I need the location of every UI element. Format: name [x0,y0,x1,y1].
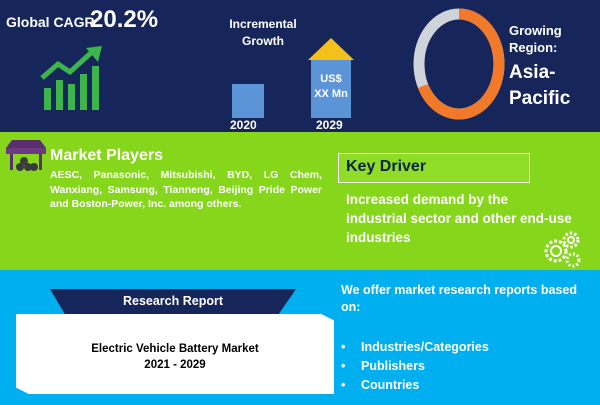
year-2029-label: 2029 [316,118,343,132]
market-players-title: Market Players [50,147,163,164]
research-report-banner [50,289,296,314]
region-value-line1: Asia- [509,62,556,83]
offer-list: • Industries/Categories • Publishers • Coun… [341,338,489,395]
key-driver-title: Key Driver [346,158,427,175]
cagr-label: Global CAGR [6,14,95,30]
report-title-card [16,314,334,394]
growth-value-currency: US$ [320,73,342,85]
key-driver-header-box [338,153,530,183]
market-stall-icon [6,140,46,171]
offer-item-label: Industries/Categories [361,340,489,354]
growth-value-amount: XX Mn [314,88,348,100]
region-value-line2: Pacific [509,88,571,109]
region-label-line2: Region: [509,40,558,55]
offer-item-label: Publishers [361,359,425,373]
bar-2020 [232,84,264,118]
region-donut-icon [413,8,505,120]
offer-item-label: Countries [361,378,420,392]
offer-item: • Countries [341,378,420,392]
gears-icon [544,231,581,268]
offer-item: • Industries/Categories [341,340,489,354]
report-title-name: Electric Vehicle Battery Market [91,343,259,355]
report-title-years: 2021 - 2029 [144,359,206,371]
year-2020-label: 2020 [230,118,257,132]
report-title: Electric Vehicle Battery Market 2021 - 2… [16,341,334,373]
region-value: Asia- Pacific [509,60,570,112]
market-players-list: AESC, Panasonic, Mitsubishi, BYD, LG Che… [50,169,322,210]
region-label-line1: Growing [509,23,562,38]
research-report-label: Research Report [122,294,224,308]
offer-intro: We offer market research reports based o… [341,283,577,314]
trend-up-icon [40,46,102,110]
bar-2029 [311,60,351,118]
key-driver-text: Increased demand by the industrial secto… [346,192,572,245]
growth-title-line1: Incremental [229,17,297,31]
arrow-up-icon [308,38,354,60]
offer-item: • Publishers [341,359,425,373]
incremental-growth-title: Incremental Growth [214,16,312,50]
region-label: Growing Region: [509,22,562,56]
cagr-value: 20.2% [90,6,159,33]
growth-value: US$ XX Mn [311,72,351,102]
growth-title-line2: Growth [242,34,284,48]
